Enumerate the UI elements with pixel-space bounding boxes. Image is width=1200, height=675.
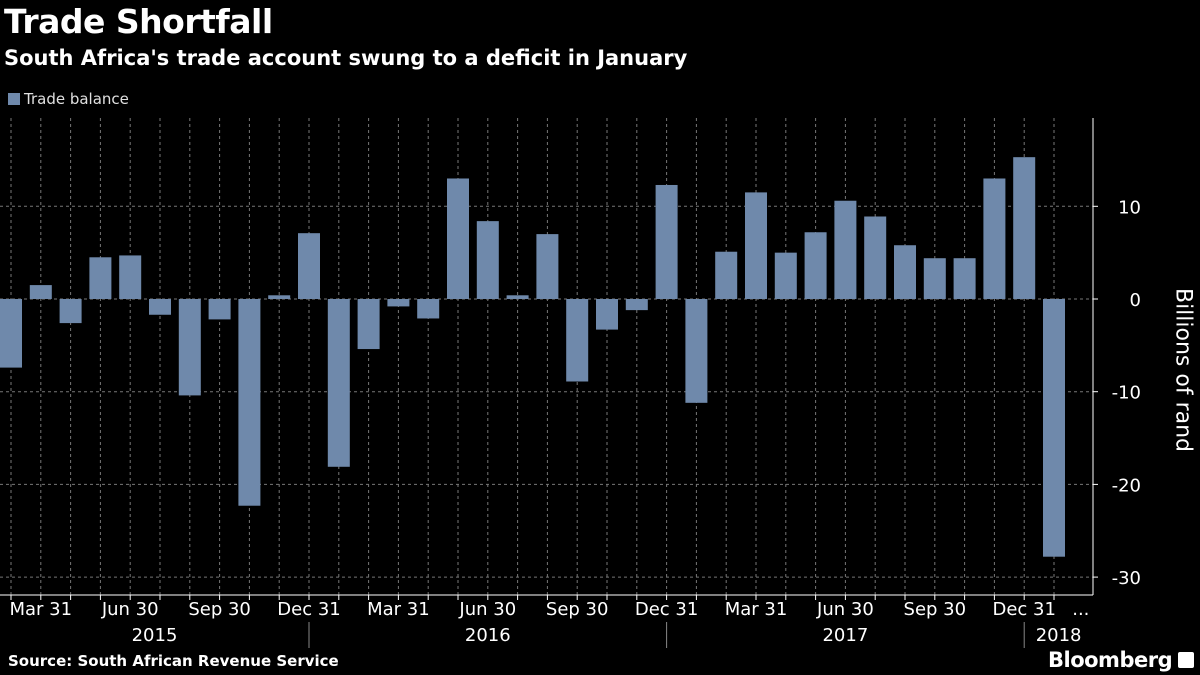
x-tick-label: Mar 31 [725, 599, 788, 620]
bar-may-2016 [447, 178, 469, 299]
bar-apr-2017 [774, 252, 797, 299]
x-tick-label: Jun 30 [458, 599, 516, 620]
x-tick-label: Sep 30 [188, 599, 251, 620]
bar-jul-2016 [506, 295, 529, 299]
chart-title: Trade Shortfall [4, 2, 273, 41]
legend-label: Trade balance [24, 90, 129, 108]
bar-apr-2016 [417, 299, 440, 319]
bar-may-2015 [89, 257, 112, 299]
y-tick-label: -10 [1112, 383, 1141, 404]
bloomberg-chart-icon [1178, 652, 1195, 668]
year-label: 2018 [1036, 625, 1082, 646]
x-tick-label: Mar 31 [10, 599, 73, 620]
legend-swatch [8, 93, 20, 105]
bar-aug-2017 [894, 245, 916, 299]
x-tick-label: Dec 31 [992, 599, 1055, 620]
bar-dec-2017 [1013, 157, 1036, 299]
bar-aug-2015 [178, 299, 201, 396]
y-tick-label: 10 [1118, 197, 1141, 218]
bar-oct-2015 [238, 299, 261, 506]
bar-jul-2017 [864, 216, 887, 299]
year-label: 2016 [465, 625, 511, 646]
chart-subtitle: South Africa's trade account swung to a … [4, 46, 688, 70]
y-tick-label: -30 [1112, 568, 1141, 589]
bar-mar-2015 [29, 285, 52, 299]
bar-dec-2016 [655, 184, 678, 299]
x-tick-label: Dec 31 [635, 599, 698, 620]
bar-sep-2017 [923, 258, 946, 299]
y-tick-label: 0 [1130, 290, 1141, 311]
y-axis-label: Billions of rand [1170, 287, 1196, 453]
bar-feb-2015 [0, 299, 22, 368]
x-tick-label: Sep 30 [904, 599, 967, 620]
bar-nov-2017 [983, 178, 1006, 299]
bar-oct-2016 [596, 299, 618, 330]
x-tick-label: Mar 31 [367, 599, 430, 620]
bar-sep-2015 [208, 299, 231, 320]
bar-mar-2016 [387, 299, 410, 307]
year-label: 2017 [822, 625, 868, 646]
x-tick-label: Jun 30 [101, 599, 159, 620]
bar-jun-2015 [119, 255, 142, 299]
bar-apr-2015 [59, 299, 82, 324]
source-note: Source: South African Revenue Service [8, 652, 339, 670]
y-tick-label: -20 [1112, 475, 1141, 496]
x-tick-label: Dec 31 [277, 599, 340, 620]
bar-jul-2015 [149, 299, 171, 315]
bar-jan-2016 [327, 299, 350, 467]
bar-nov-2016 [625, 299, 648, 311]
bloomberg-logo: Bloomberg [1048, 648, 1195, 672]
bar-aug-2016 [536, 234, 559, 299]
x-tick-label: Sep 30 [546, 599, 609, 620]
bar-jan-2017 [685, 299, 708, 403]
bar-jan-2018 [1043, 299, 1065, 557]
x-tick-label: Jun 30 [816, 599, 874, 620]
bar-nov-2015 [268, 295, 291, 299]
bar-mar-2017 [745, 192, 767, 299]
x-tick-label: ... [1072, 599, 1089, 620]
bar-feb-2017 [715, 251, 738, 299]
legend: Trade balance [8, 90, 129, 108]
bar-dec-2015 [298, 233, 320, 299]
year-label: 2015 [132, 625, 178, 646]
bar-sep-2016 [566, 299, 589, 382]
bar-jun-2016 [476, 221, 499, 299]
bar-may-2017 [804, 232, 827, 299]
bar-feb-2016 [357, 299, 380, 350]
bar-oct-2017 [953, 258, 976, 299]
bar-jun-2017 [834, 200, 857, 299]
